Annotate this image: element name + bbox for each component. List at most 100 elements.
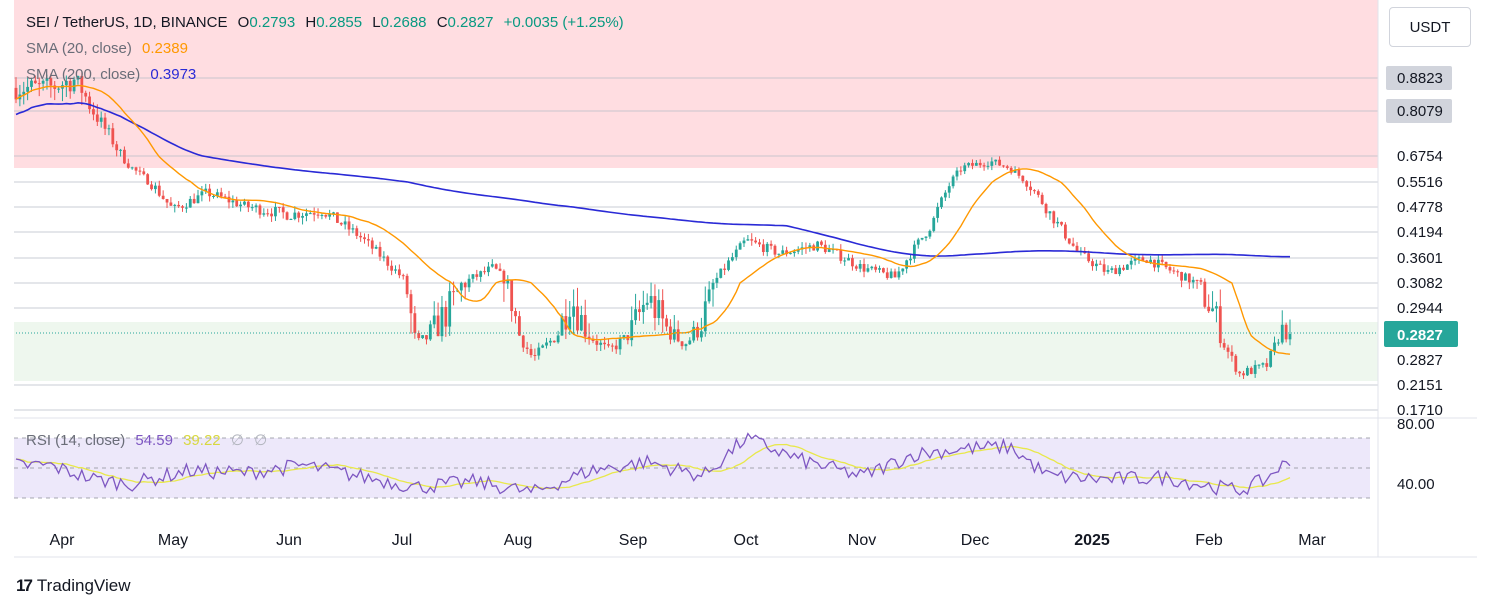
candle-body bbox=[514, 311, 517, 317]
candle-body bbox=[1160, 259, 1164, 262]
time-tick-label: Nov bbox=[848, 532, 876, 549]
candle-body bbox=[363, 237, 366, 240]
price-level-text: 0.4194 bbox=[1397, 224, 1443, 241]
candle-body bbox=[1017, 169, 1021, 176]
candle-body bbox=[1246, 367, 1249, 376]
candle-body bbox=[448, 291, 452, 327]
candle-body bbox=[26, 86, 30, 92]
rsi-legend-value: 54.59 bbox=[135, 432, 173, 449]
candle-body bbox=[254, 205, 258, 208]
sma20-legend-label: SMA (20, close) bbox=[26, 40, 132, 57]
candle-body bbox=[916, 239, 920, 245]
candle-body bbox=[1009, 167, 1013, 173]
candle-body bbox=[618, 338, 622, 350]
candle-body bbox=[293, 212, 297, 220]
price-level-tag bbox=[1386, 373, 1452, 397]
candle-body bbox=[347, 221, 351, 230]
price-level-tag bbox=[1386, 195, 1452, 219]
candle-body bbox=[1168, 267, 1172, 271]
price-level-label: 0.4778 bbox=[1386, 195, 1452, 219]
time-tick-label: Feb bbox=[1195, 532, 1223, 549]
rsi-line bbox=[15, 432, 1291, 496]
price-zones bbox=[14, 0, 1378, 381]
candle-body bbox=[99, 117, 103, 122]
candle-body bbox=[730, 257, 734, 261]
candle-body bbox=[421, 335, 424, 339]
price-level-text: 0.6754 bbox=[1397, 148, 1443, 165]
candle-body bbox=[816, 241, 819, 251]
candle-body bbox=[498, 268, 502, 271]
candle-body bbox=[943, 192, 947, 198]
candle-body bbox=[494, 264, 498, 269]
candle-body bbox=[1106, 269, 1110, 272]
candle-body bbox=[1091, 261, 1094, 267]
candle-body bbox=[1218, 306, 1222, 344]
candle-body bbox=[1226, 347, 1230, 352]
candle-body bbox=[57, 88, 60, 90]
candle-body bbox=[1284, 324, 1288, 340]
candle-body bbox=[521, 335, 525, 348]
candle-body bbox=[76, 75, 80, 80]
price-level-text: 0.1710 bbox=[1397, 402, 1443, 419]
symbol-title[interactable]: SEI / TetherUS, 1D, BINANCE bbox=[26, 14, 228, 31]
time-tick-label: Jul bbox=[392, 532, 412, 549]
candle-body bbox=[436, 315, 440, 337]
candle-body bbox=[769, 243, 773, 246]
candle-body bbox=[560, 316, 564, 336]
sma20-legend[interactable]: SMA (20, close) 0.2389 bbox=[26, 40, 194, 58]
candle-body bbox=[1149, 259, 1152, 263]
price-level-text: 0.2944 bbox=[1397, 300, 1443, 317]
candle-body bbox=[874, 266, 878, 270]
candle-body bbox=[1203, 281, 1207, 307]
candle-body bbox=[359, 235, 363, 238]
current-price-text: 0.2827 bbox=[1397, 327, 1443, 344]
candle-body bbox=[568, 316, 572, 330]
candle-body bbox=[1191, 279, 1195, 283]
ohlc-close: C0.2827 bbox=[436, 14, 494, 31]
price-level-text: 0.2827 bbox=[1397, 352, 1443, 369]
symbol-header: SEI / TetherUS, 1D, BINANCE O0.2793 H0.2… bbox=[26, 14, 630, 32]
price-level-label: 0.8079 bbox=[1386, 99, 1452, 123]
candle-body bbox=[680, 341, 684, 347]
rsi-legend[interactable]: RSI (14, close) 54.59 39.22 ∅ ∅ bbox=[26, 432, 273, 450]
sma20-legend-value: 0.2389 bbox=[142, 40, 188, 57]
sma200-legend[interactable]: SMA (200, close) 0.3973 bbox=[26, 66, 202, 84]
candle-body bbox=[471, 274, 475, 279]
candle-body bbox=[1238, 371, 1242, 374]
candle-body bbox=[552, 340, 556, 343]
candle-body bbox=[115, 144, 119, 151]
rsi-level-text: 40.00 bbox=[1397, 476, 1435, 493]
candle-body bbox=[130, 167, 134, 169]
candle-body bbox=[262, 213, 266, 215]
candle-body bbox=[661, 300, 665, 319]
candle-body bbox=[603, 342, 606, 345]
candle-body bbox=[312, 213, 316, 215]
candle-body bbox=[1125, 264, 1129, 270]
price-level-label: 0.5516 bbox=[1386, 170, 1452, 194]
candle-body bbox=[614, 345, 618, 350]
candle-body bbox=[994, 159, 998, 162]
candle-body bbox=[374, 246, 378, 249]
price-level-label: 0.3601 bbox=[1386, 246, 1452, 270]
price-level-text: 0.3601 bbox=[1397, 250, 1443, 267]
candle-body bbox=[440, 307, 444, 337]
candle-body bbox=[142, 171, 146, 175]
candle-body bbox=[622, 335, 626, 339]
price-level-text: 0.5516 bbox=[1397, 174, 1443, 191]
candle-body bbox=[715, 277, 719, 283]
candle-body bbox=[548, 340, 552, 343]
candle-body bbox=[150, 184, 153, 190]
candle-body bbox=[1211, 308, 1214, 312]
candle-body bbox=[897, 271, 901, 278]
candle-body bbox=[742, 240, 746, 244]
candle-body bbox=[1133, 258, 1137, 261]
currency-unit-button[interactable]: USDT bbox=[1389, 7, 1471, 47]
ohlc-low: L0.2688 bbox=[372, 14, 427, 31]
candle-body bbox=[579, 314, 583, 331]
candle-body bbox=[866, 268, 870, 272]
price-level-label: 0.2827 bbox=[1386, 348, 1452, 372]
tradingview-brand[interactable]: 17 TradingView bbox=[16, 575, 130, 597]
candle-body bbox=[336, 212, 339, 223]
candle-body bbox=[1234, 355, 1238, 372]
